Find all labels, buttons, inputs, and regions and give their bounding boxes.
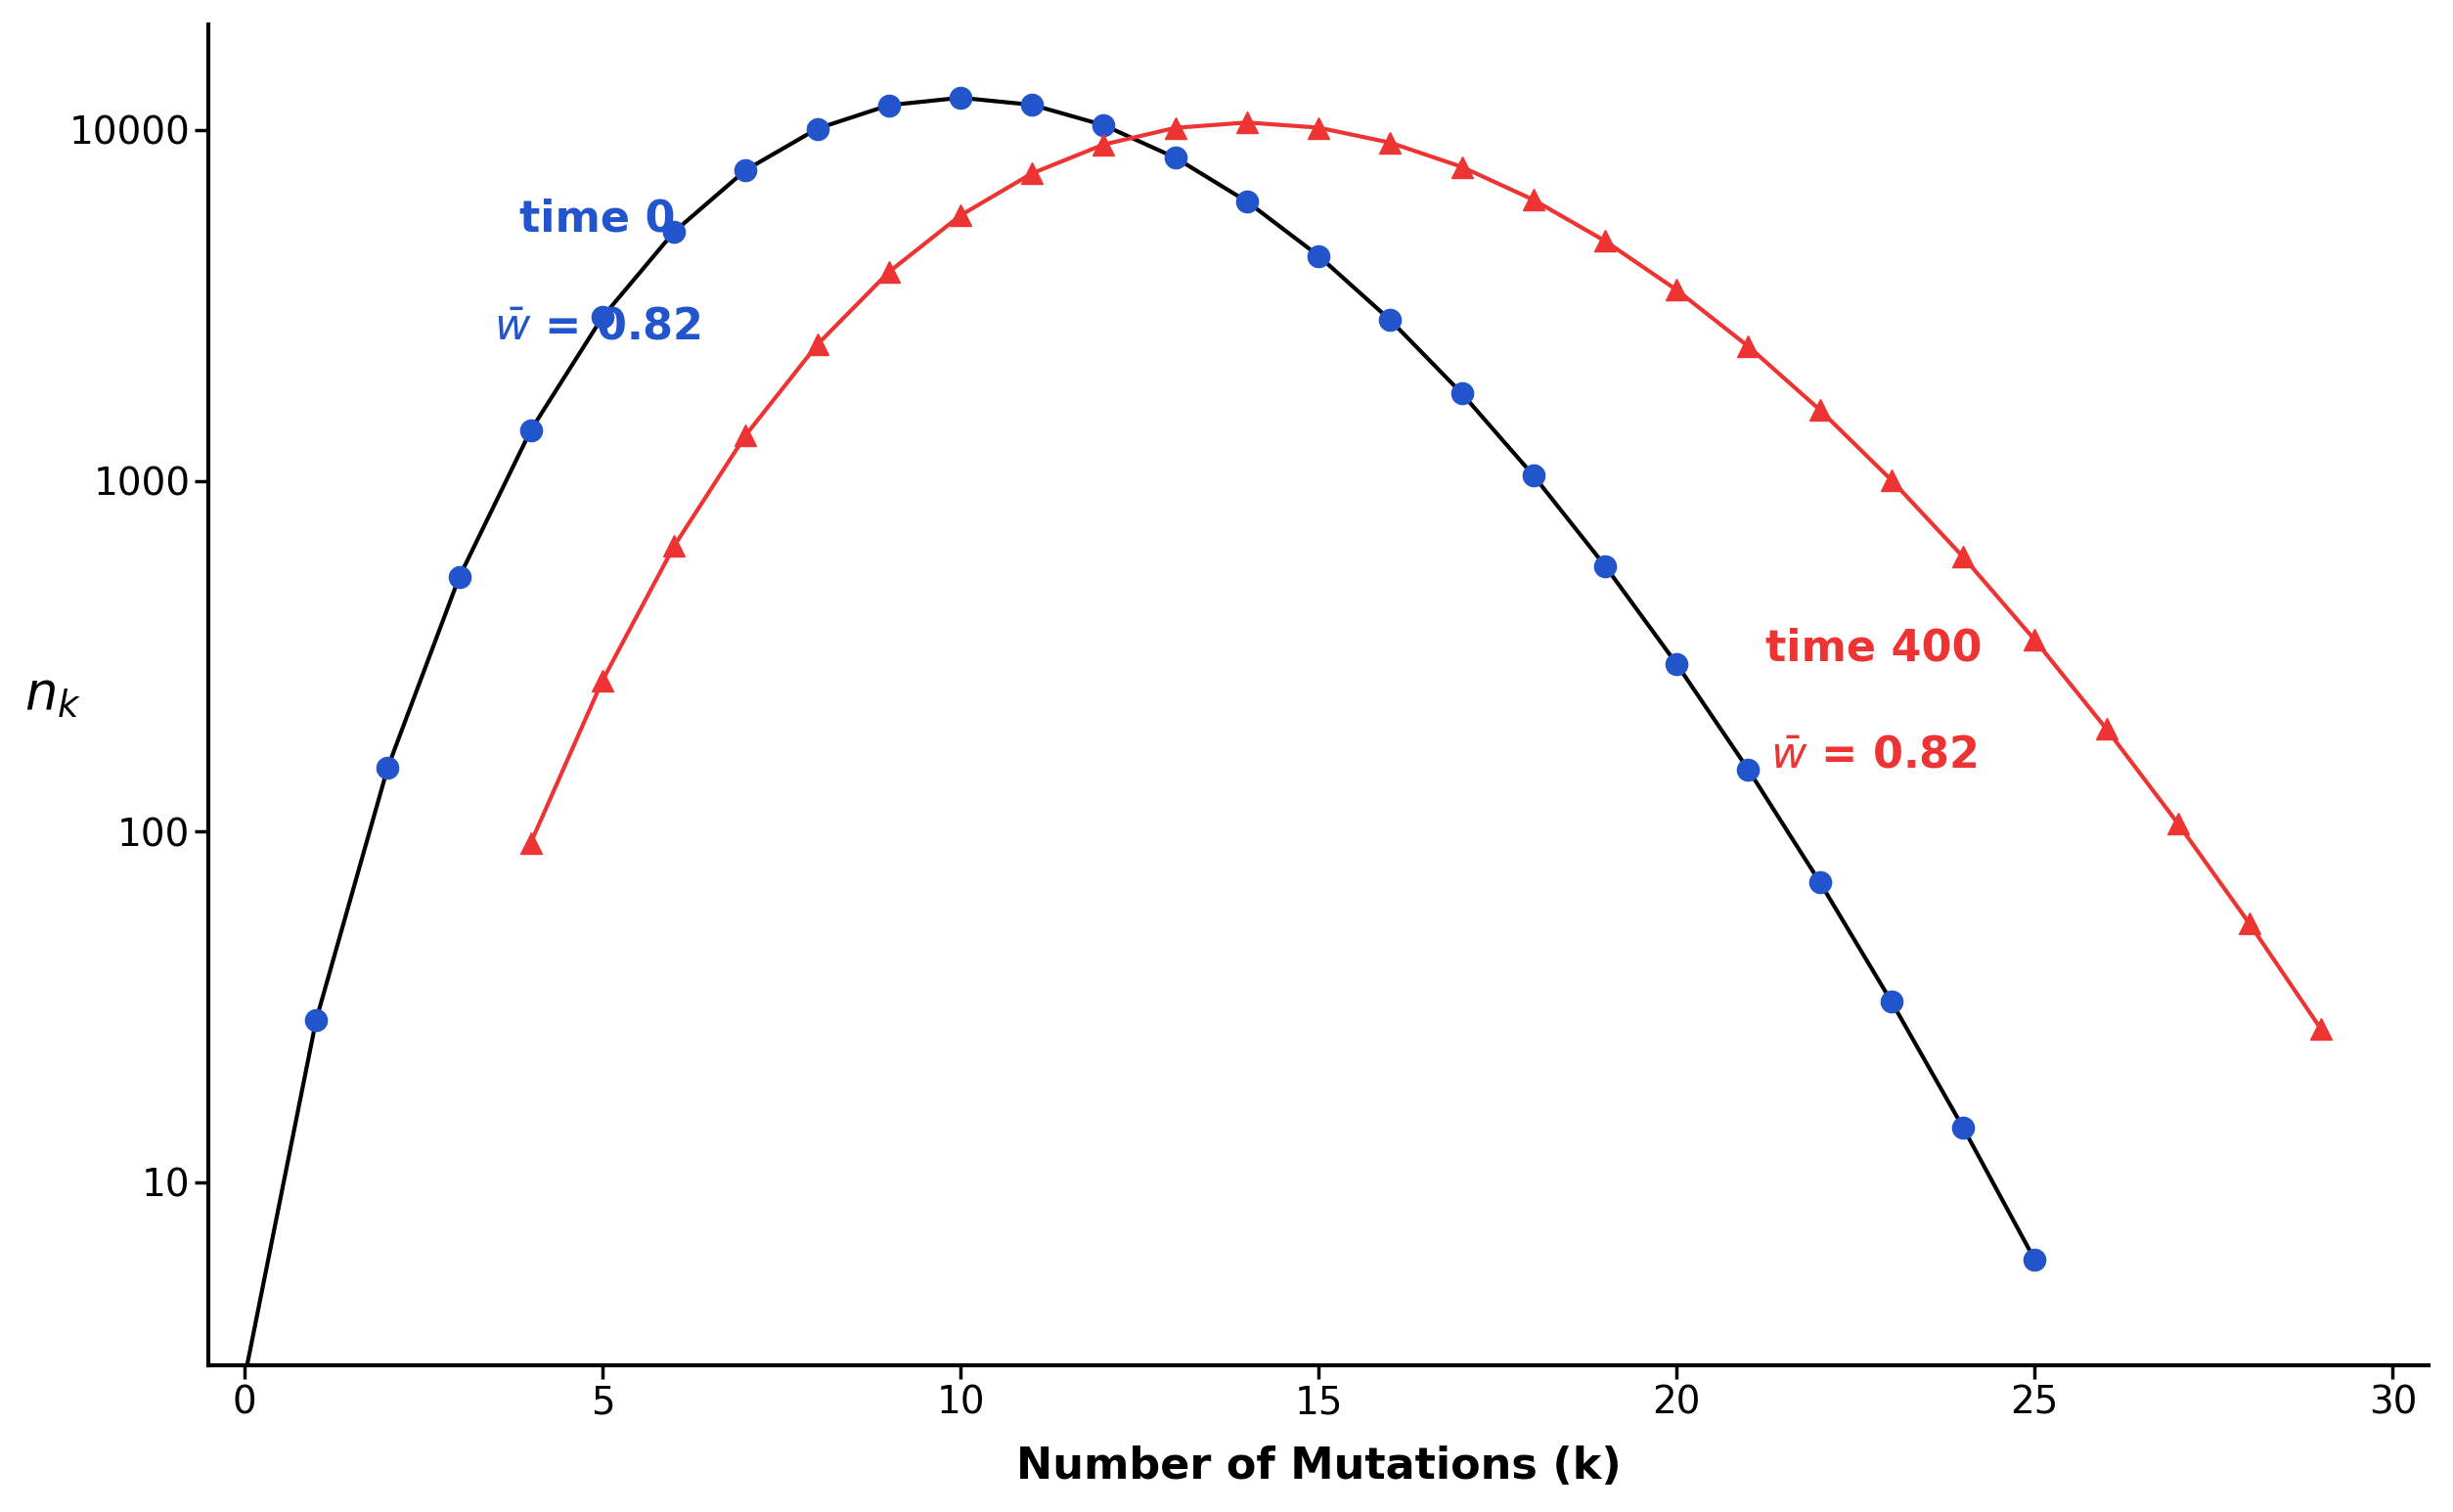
Text: $\bar{w}$ = 0.82: $\bar{w}$ = 0.82 (1771, 735, 1977, 776)
Y-axis label: $n_k$: $n_k$ (25, 670, 81, 720)
Text: time 0: time 0 (520, 198, 675, 240)
Text: time 400: time 400 (1766, 627, 1982, 670)
Text: $\bar{w}$ = 0.82: $\bar{w}$ = 0.82 (493, 305, 702, 348)
X-axis label: Number of Mutations (k): Number of Mutations (k) (1016, 1445, 1621, 1488)
